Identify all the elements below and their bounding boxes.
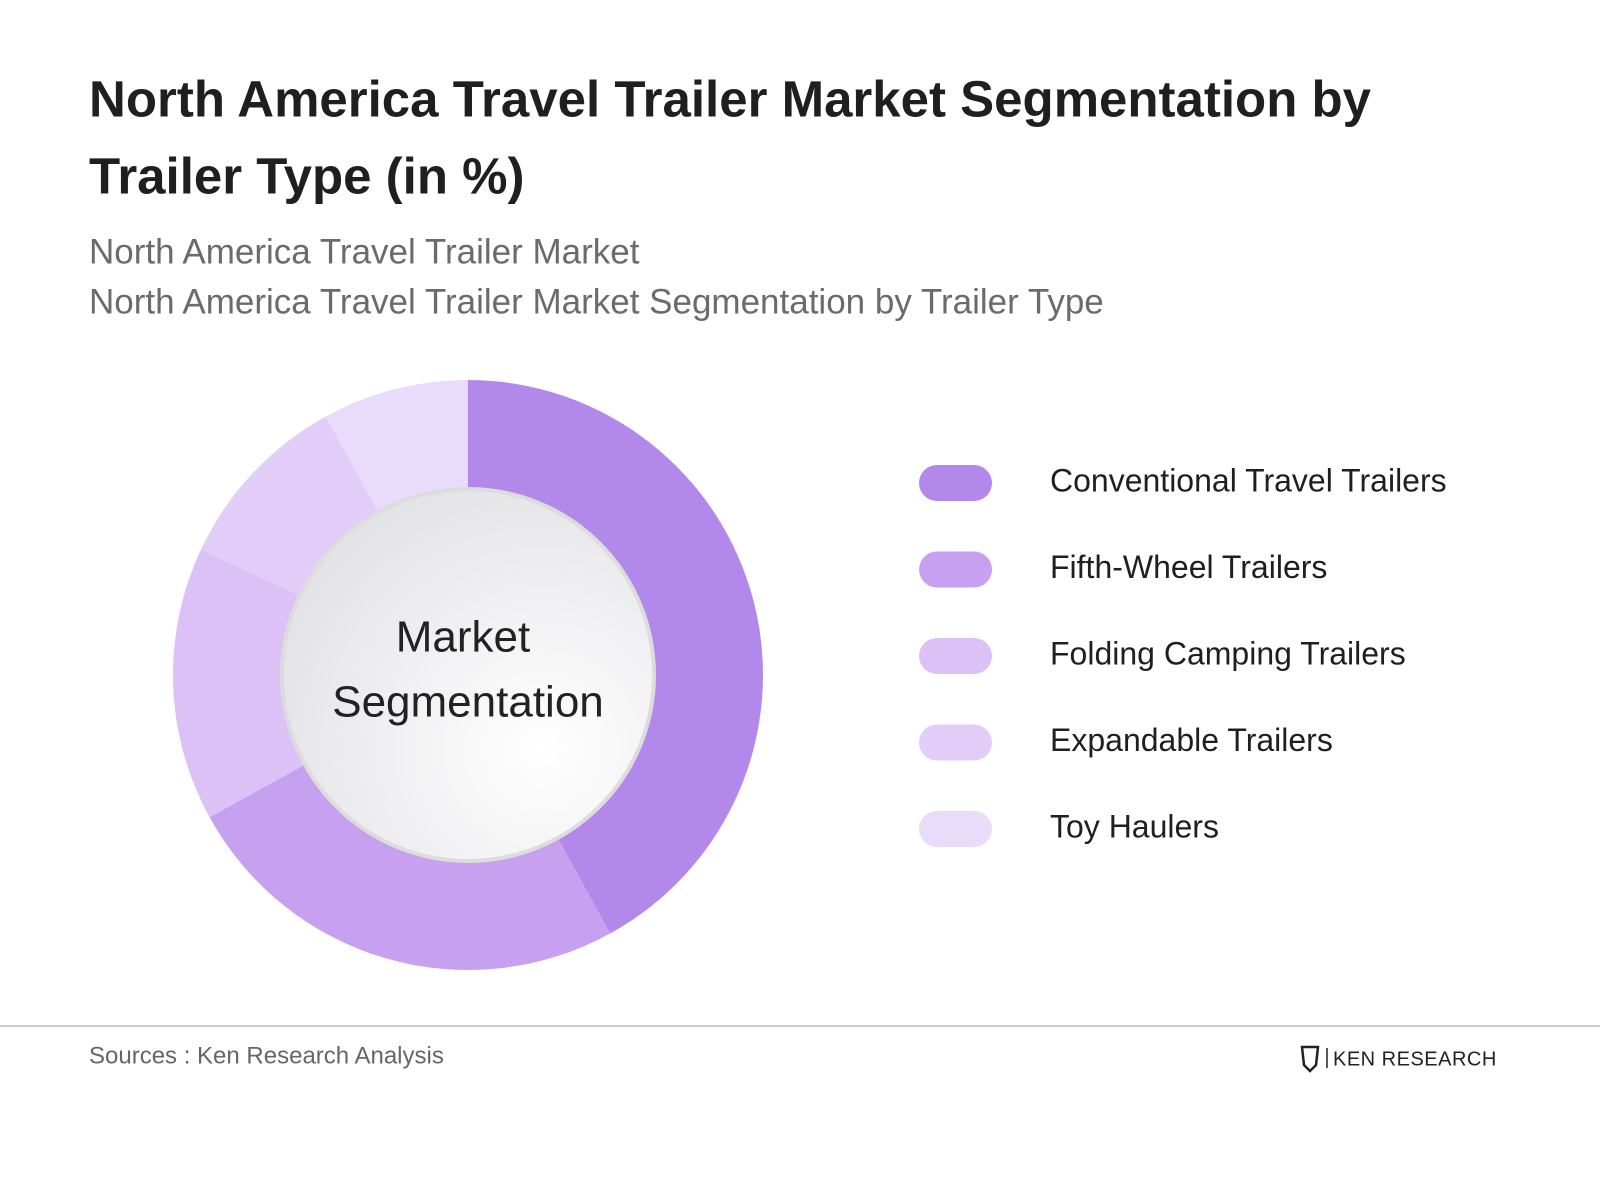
logo-icon: [1300, 1045, 1320, 1073]
legend-swatch: [919, 811, 992, 847]
legend-swatch: [919, 724, 992, 761]
center-label: Market: [396, 613, 530, 662]
legend-label: Conventional Travel Trailers: [1050, 462, 1447, 498]
legend: Conventional Travel Trailers Fifth-Wheel …: [919, 462, 1447, 847]
legend-label: Folding Camping Trailers: [1050, 635, 1406, 671]
chart-title: North America Travel Trailer Market Segm…: [89, 70, 1372, 127]
chart-title: Trailer Type (in %): [89, 147, 525, 204]
chart-subtitle: North America Travel Trailer Market Segm…: [89, 282, 1104, 321]
source: Sources : Ken Research Analysis: [89, 1042, 444, 1069]
legend-swatch: [919, 638, 992, 674]
logo: KEN RESEARCH: [1300, 1045, 1497, 1073]
legend-swatch: [919, 551, 992, 588]
center-label: Segmentation: [332, 678, 604, 727]
chart-subtitle: North America Travel Trailer Market: [89, 232, 640, 271]
legend-label: Toy Haulers: [1050, 808, 1219, 844]
donut-hole: [280, 487, 656, 863]
donut-segment: [209, 747, 611, 971]
legend-label: Fifth-Wheel Trailers: [1050, 549, 1327, 585]
legend-swatch: [919, 465, 992, 501]
logo-text: KEN RESEARCH: [1333, 1048, 1497, 1070]
legend-label: Expandable Trailers: [1050, 722, 1333, 758]
